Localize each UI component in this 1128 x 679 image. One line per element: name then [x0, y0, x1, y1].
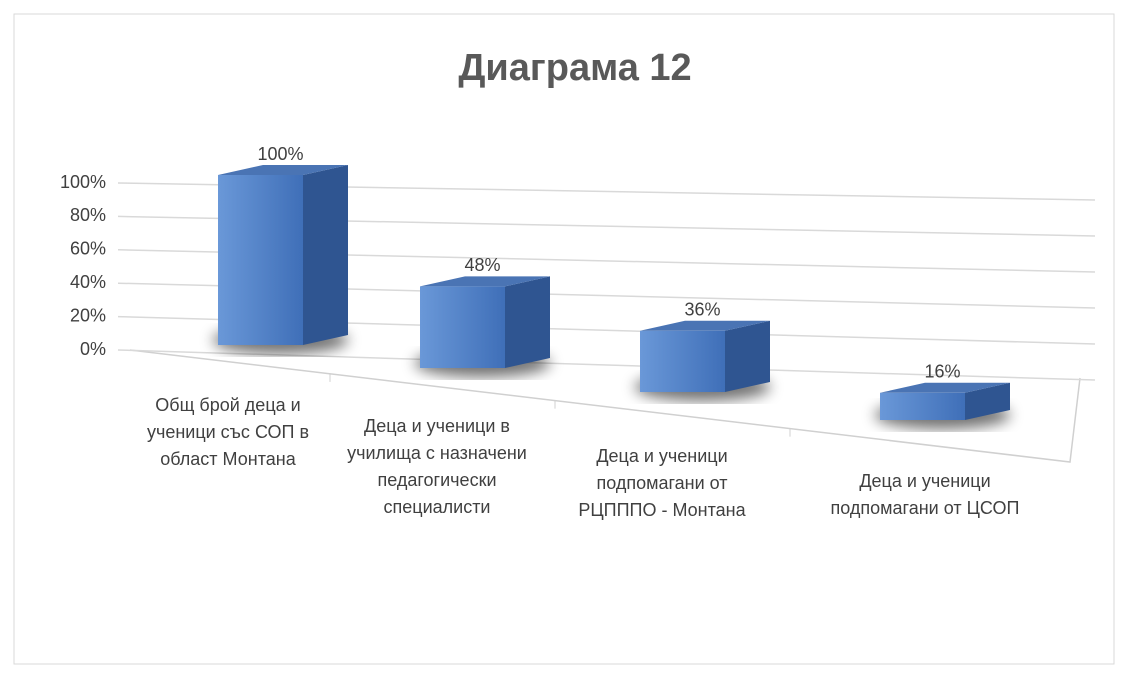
y-tick-label: 60%: [70, 239, 106, 259]
bar: [420, 286, 505, 368]
y-tick-label: 40%: [70, 272, 106, 292]
x-tick-label: Деца и ученици в училища с назначени пед…: [347, 416, 527, 517]
bar-side: [725, 320, 770, 392]
data-label: 48%: [464, 255, 500, 275]
data-label: 16%: [924, 362, 960, 382]
chart-border: [13, 13, 1115, 665]
grid-line: [117, 349, 1096, 381]
bar: [640, 330, 725, 392]
bar-top: [640, 320, 770, 331]
bar-side: [965, 382, 1010, 420]
x-tick-label: Деца и ученици подпомагани от ЦСОП: [830, 471, 1020, 518]
bar: [880, 392, 965, 420]
y-tick-label: 20%: [70, 305, 106, 325]
x-tick-label: Общ брой деца и ученици със СОП в област…: [146, 395, 310, 469]
data-label: 100%: [257, 144, 303, 164]
bar-side: [505, 276, 550, 368]
bar-top: [218, 165, 348, 175]
chart-title: Диаграма 12: [458, 47, 691, 89]
bar-top: [880, 382, 1010, 393]
bar: [218, 175, 303, 345]
bar-side: [303, 165, 348, 345]
data-label: 36%: [684, 300, 720, 320]
y-tick-label: 0%: [80, 339, 106, 359]
y-tick-label: 80%: [70, 205, 106, 225]
bar-top: [420, 276, 550, 287]
x-tick-label: Деца и ученици подпомагани от РЦПППО - М…: [578, 446, 746, 520]
y-tick-label: 100%: [60, 172, 106, 192]
floor-edge: [129, 349, 1081, 463]
